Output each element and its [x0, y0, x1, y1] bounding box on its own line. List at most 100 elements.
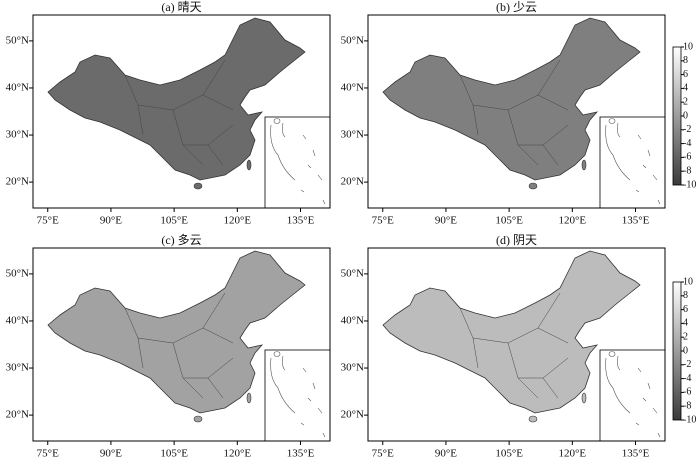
colorbar-tick-label: -10 — [683, 179, 696, 190]
lat-tick-label: 20°N — [341, 409, 364, 421]
hainan — [193, 182, 203, 190]
panel-title: (a) 晴天 — [161, 0, 201, 14]
lon-tick-label: 75°E — [372, 448, 394, 460]
panel-frame — [367, 247, 666, 442]
inset-island — [608, 118, 616, 124]
inset-island — [273, 351, 281, 357]
panel-frame — [32, 14, 331, 209]
lat-tick-label: 30°N — [341, 362, 364, 374]
province-lines — [459, 59, 569, 166]
colorbar-tick-label: -8 — [683, 400, 691, 411]
colorbar-tick-label: 4 — [683, 83, 688, 94]
inset-island — [273, 118, 281, 124]
colorbar-bar — [672, 46, 682, 186]
colorbar-tick-label: -4 — [683, 138, 691, 149]
lon-tick-label: 135°E — [287, 215, 315, 227]
colorbar-tick-label: 0 — [683, 345, 688, 356]
lat-tick-label: 30°N — [6, 129, 29, 141]
lat-tick-label: 20°N — [6, 409, 29, 421]
lat-tick-label: 40°N — [341, 81, 364, 93]
taiwan — [581, 392, 587, 404]
lat-tick-label: 50°N — [6, 267, 29, 279]
province-lines — [459, 292, 569, 399]
colorbar-tick-label: 4 — [683, 318, 688, 329]
panel-frame — [32, 247, 331, 442]
inset-frame — [599, 116, 666, 209]
lon-tick-label: 105°E — [495, 215, 523, 227]
lon-tick-label: 135°E — [622, 448, 650, 460]
colorbar-tick-label: 6 — [683, 304, 688, 315]
colorbar-tick-label: -4 — [683, 373, 691, 384]
hainan — [193, 415, 203, 423]
lon-tick-label: 120°E — [559, 448, 587, 460]
inset-coast — [605, 355, 661, 438]
map-panel: (b) 少云 75°E 90°E 105°E 120°E 135°E 20°N 30°N 40°… — [341, 0, 666, 227]
lon-tick-label: 75°E — [372, 215, 394, 227]
inset-coast — [270, 122, 326, 205]
colorbar-tick-label: -6 — [683, 152, 691, 163]
panel-frame — [367, 14, 666, 209]
lat-tick-label: 30°N — [341, 129, 364, 141]
colorbar-tick-label: -10 — [683, 414, 696, 425]
colorbar-tick-label: 6 — [683, 69, 688, 80]
province-lines — [124, 292, 234, 399]
colorbar-bar — [672, 281, 682, 421]
panels: (a) 晴天 75°E 90°E 105°E 120°E 135°E 20°N 30°N 40°… — [6, 0, 697, 460]
province-lines — [124, 59, 234, 166]
lat-tick-label: 40°N — [6, 314, 29, 326]
lon-tick-label: 105°E — [160, 448, 188, 460]
inset-coast — [605, 122, 661, 205]
map-panel: (c) 多云 75°E 90°E 105°E 120°E 135°E 20°N 30°N 40°… — [6, 233, 331, 460]
colorbar-tick-label: 10 — [683, 276, 693, 287]
lat-tick-label: 20°N — [341, 176, 364, 188]
lon-tick-label: 75°E — [37, 215, 59, 227]
colorbar-tick-label: -2 — [683, 124, 691, 135]
lat-tick-label: 50°N — [341, 267, 364, 279]
lon-tick-label: 120°E — [224, 448, 252, 460]
colorbar: 10 8 6 4 2 0 -2 -4 -6 -8 -10 — [672, 41, 696, 190]
panel-title: (b) 少云 — [496, 0, 537, 14]
panel-title: (c) 多云 — [161, 233, 201, 247]
lon-tick-label: 105°E — [160, 215, 188, 227]
colorbar: 10 8 6 4 2 0 -2 -4 -6 -8 -10 — [672, 276, 696, 425]
inset-frame — [264, 116, 331, 209]
lon-tick-label: 120°E — [224, 215, 252, 227]
lon-tick-label: 90°E — [100, 215, 122, 227]
lat-tick-label: 40°N — [341, 314, 364, 326]
inset-frame — [599, 349, 666, 442]
colorbar-tick-label: 8 — [683, 55, 688, 66]
lon-tick-label: 90°E — [435, 448, 457, 460]
lon-tick-label: 90°E — [435, 215, 457, 227]
colorbar-tick-label: -8 — [683, 165, 691, 176]
lat-tick-label: 50°N — [6, 34, 29, 46]
hainan — [528, 415, 538, 423]
lat-tick-label: 50°N — [341, 34, 364, 46]
lon-tick-label: 135°E — [622, 215, 650, 227]
colorbar-tick-label: 2 — [683, 331, 688, 342]
colorbar-tick-label: 2 — [683, 96, 688, 107]
taiwan — [246, 159, 252, 171]
taiwan — [581, 159, 587, 171]
colorbar-tick-label: -6 — [683, 387, 691, 398]
inset-island — [608, 351, 616, 357]
inset-frame — [264, 349, 331, 442]
lat-tick-label: 30°N — [6, 362, 29, 374]
lat-tick-label: 40°N — [6, 81, 29, 93]
hainan — [528, 182, 538, 190]
inset-coast — [270, 355, 326, 438]
taiwan — [246, 392, 252, 404]
lon-tick-label: 105°E — [495, 448, 523, 460]
lon-tick-label: 90°E — [100, 448, 122, 460]
colorbar-tick-label: 0 — [683, 110, 688, 121]
lon-tick-label: 75°E — [37, 448, 59, 460]
colorbar-tick-label: -2 — [683, 359, 691, 370]
lon-tick-label: 135°E — [287, 448, 315, 460]
lon-tick-label: 120°E — [559, 215, 587, 227]
map-panel: (a) 晴天 75°E 90°E 105°E 120°E 135°E 20°N 30°N 40°… — [6, 0, 331, 227]
colorbar-tick-label: 10 — [683, 41, 693, 52]
colorbar-tick-label: 8 — [683, 290, 688, 301]
lat-tick-label: 20°N — [6, 176, 29, 188]
panel-title: (d) 阴天 — [496, 233, 537, 247]
map-panel: (d) 阴天 75°E 90°E 105°E 120°E 135°E 20°N 30°N 40°… — [341, 233, 666, 460]
